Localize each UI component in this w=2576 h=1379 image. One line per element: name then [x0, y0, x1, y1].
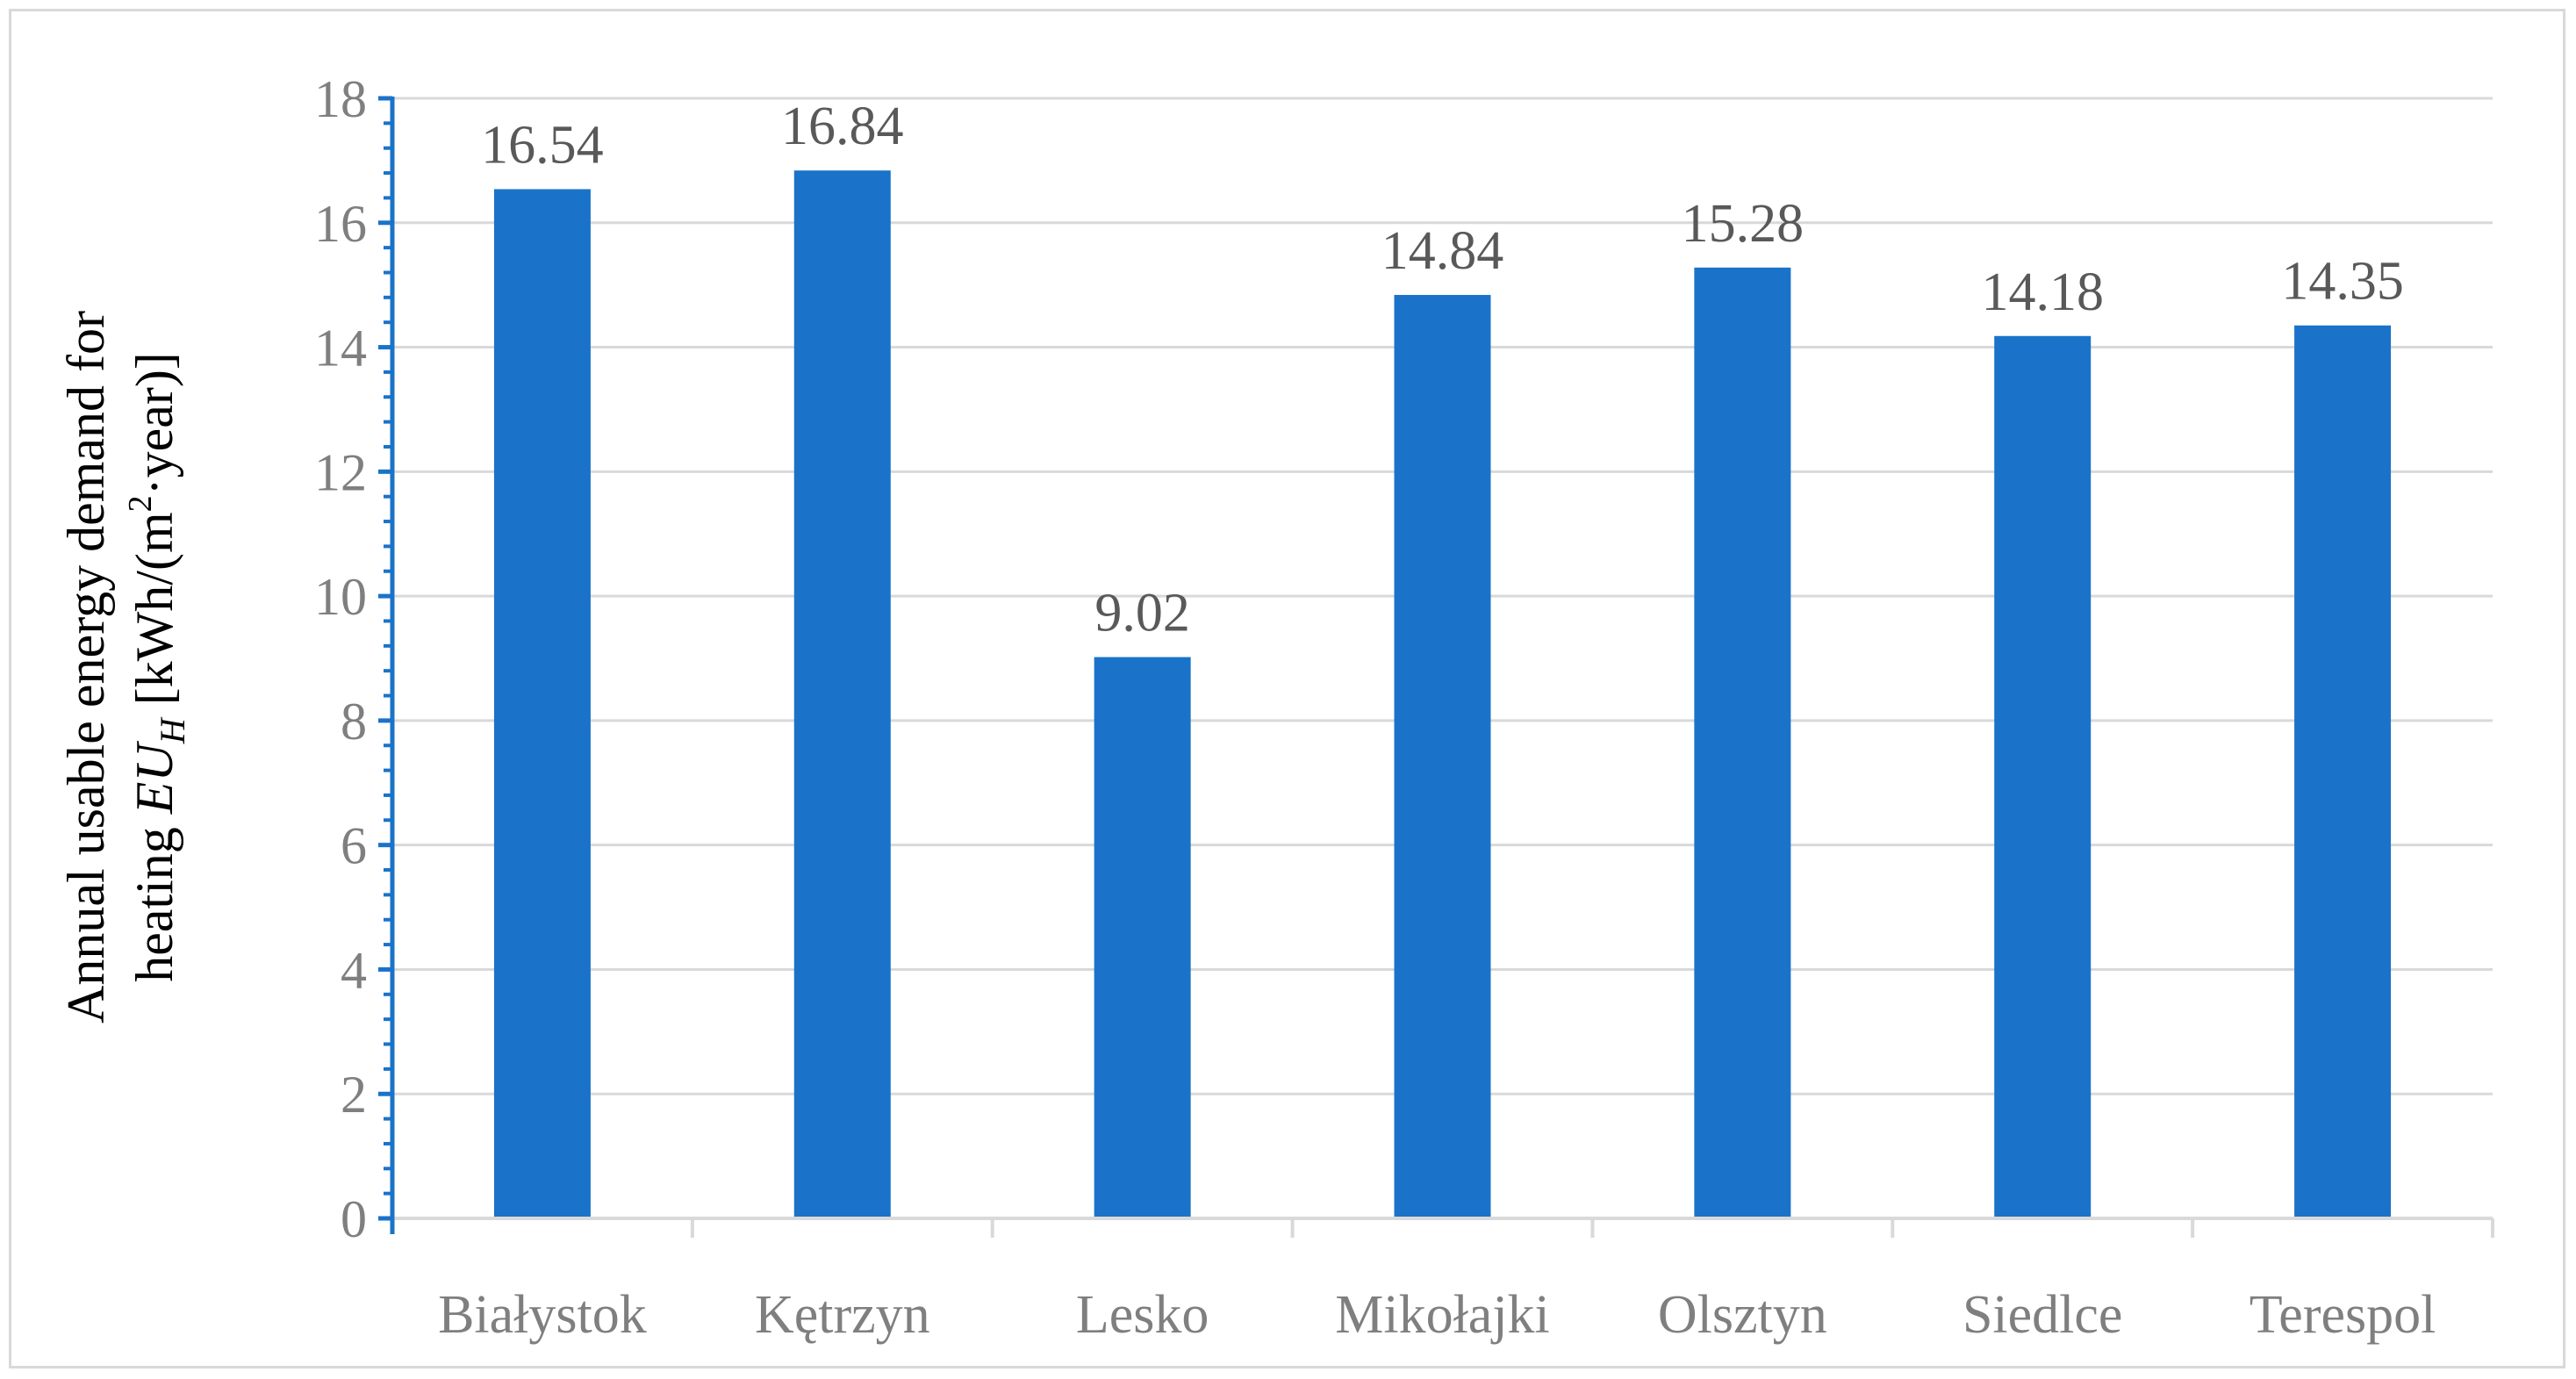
bar	[1694, 267, 1791, 1219]
y-tick-label: 4	[341, 941, 367, 999]
y-axis-title-line1: Annual usable energy demand for	[57, 311, 115, 1023]
y-tick-label: 16	[314, 195, 367, 253]
data-label: 9.02	[1094, 584, 1190, 643]
y-tick-label: 0	[341, 1190, 367, 1248]
x-tick-label: Olsztyn	[1658, 1285, 1827, 1345]
y-tick-label: 18	[314, 70, 367, 128]
y-tick-label: 2	[341, 1066, 367, 1124]
data-label: 15.28	[1682, 194, 1805, 254]
y-tick-label: 12	[314, 443, 367, 501]
y-axis-title-unit-sup: 2	[122, 495, 159, 512]
chart-frame	[9, 9, 2565, 1368]
y-axis-title: Annual usable energy demand for heating …	[57, 311, 192, 1023]
bar	[793, 170, 891, 1219]
data-label: 14.84	[1381, 221, 1504, 281]
x-tick-label: Białystok	[438, 1285, 647, 1345]
x-tick-label: Siedlce	[1962, 1285, 2123, 1345]
x-tick-label: Terespol	[2250, 1285, 2436, 1345]
y-axis-title-symbol: EU	[126, 741, 183, 815]
bars	[493, 170, 2392, 1219]
labels: 0 2 4 6 8 10 12 14 16 18 16.54 Białystok 16.84 Kętrzy…	[314, 70, 2436, 1345]
y-axis-title-prefix: heating	[126, 814, 183, 982]
bar	[1094, 657, 1191, 1218]
data-label: 16.54	[481, 115, 604, 175]
bar	[493, 189, 591, 1218]
data-label: 16.84	[781, 97, 904, 156]
bar	[1394, 295, 1491, 1218]
y-tick-label: 14	[314, 320, 367, 377]
data-label: 14.18	[1981, 262, 2104, 322]
y-axis-title-line2: heating EUH [kWh/(m2·year)]	[122, 352, 192, 982]
x-tick-label: Kętrzyn	[755, 1285, 930, 1345]
y-tick-label: 8	[341, 693, 367, 751]
data-label: 14.35	[2281, 252, 2404, 312]
axes	[378, 96, 2494, 1238]
y-axis-title-unit-suffix: ·year)]	[126, 352, 183, 495]
x-tick-label: Mikołajki	[1335, 1285, 1550, 1345]
bar	[1994, 335, 2092, 1219]
bar	[2294, 325, 2392, 1218]
y-axis-title-unit-prefix: [kWh/(m	[126, 512, 183, 718]
y-tick-label: 6	[341, 817, 367, 875]
x-tick-label: Lesko	[1076, 1285, 1209, 1345]
y-tick-label: 10	[314, 568, 367, 626]
y-axis-title-subscript: H	[153, 716, 192, 744]
